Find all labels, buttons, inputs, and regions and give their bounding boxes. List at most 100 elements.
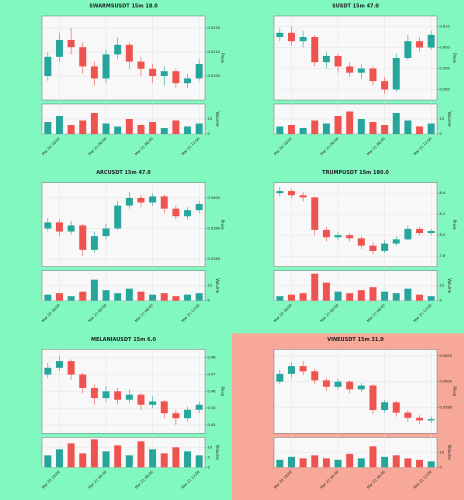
volume-axis-label: Volume	[447, 445, 452, 460]
candle-body	[79, 225, 87, 250]
volume-axis-label: Volume	[215, 445, 220, 460]
candle-body	[149, 196, 157, 203]
candle-body	[346, 381, 354, 390]
candle-body	[299, 195, 307, 198]
volume-bar	[392, 113, 400, 134]
y-axis-label: Price	[452, 220, 457, 230]
volume-bar	[287, 456, 295, 468]
y-axis-label: Price	[452, 386, 457, 396]
volume-bar	[404, 458, 412, 468]
candle-body	[137, 197, 145, 203]
candle-body	[102, 54, 110, 79]
candle-body	[125, 394, 133, 400]
v-tick-label: 10	[208, 117, 213, 121]
y-tick-label: 0.44	[208, 423, 217, 427]
y-axis-label: Price	[220, 386, 225, 396]
candle-body	[195, 64, 203, 79]
candle-body	[79, 374, 87, 388]
volume-bar	[149, 294, 157, 301]
volume-bar	[184, 294, 192, 301]
volume-bar	[299, 458, 307, 468]
v-tick-label: 0	[440, 299, 443, 303]
candle-body	[172, 208, 180, 217]
volume-bar	[357, 458, 365, 468]
candle-body	[276, 32, 284, 37]
candle-body	[137, 61, 145, 69]
candle-body	[322, 380, 330, 387]
candle-body	[90, 66, 98, 79]
y-tick-label: 0.610	[440, 25, 451, 29]
candle-body	[357, 68, 365, 73]
volume-bar	[276, 296, 284, 301]
price-plot	[273, 15, 438, 101]
candle-body	[416, 41, 424, 48]
chart-panel: SUSDT 15m 47.0 0.580 0.590 0.600 0.610 0 10 Pri…	[232, 0, 464, 167]
candle-body	[287, 366, 295, 374]
candle-body	[195, 404, 203, 410]
volume-bar	[44, 455, 52, 468]
candle-body	[334, 381, 342, 387]
candle-body	[404, 228, 412, 240]
chart-title: SUSDT 15m 47.0	[332, 4, 379, 10]
volume-bar	[334, 291, 342, 301]
candle-body	[114, 44, 122, 55]
volume-bar	[55, 293, 63, 301]
chart-panel: ARCUSDT 15m 47.0 0.0360 0.0380 0.0400 0 10 Pri…	[0, 166, 232, 334]
candle-body	[137, 394, 145, 405]
volume-bar	[311, 455, 319, 468]
candle-body	[334, 235, 342, 238]
volume-bar	[55, 116, 63, 134]
candle-body	[334, 55, 342, 67]
volume-bar	[334, 116, 342, 134]
v-tick-label: 0	[208, 465, 211, 469]
volume-axis-label: Volume	[447, 278, 452, 293]
v-tick-label: 5	[208, 455, 210, 459]
y-tick-label: 0.0600	[440, 380, 453, 384]
y-tick-label: 0.0400	[208, 196, 221, 200]
volume-plot	[41, 437, 206, 468]
volume-bar	[102, 123, 110, 134]
chart-title: MELANIAUSDT 15m 6.0	[91, 337, 156, 343]
price-plot	[273, 182, 438, 267]
candle-body	[416, 417, 424, 421]
candle-body	[346, 66, 354, 73]
candle-body	[55, 361, 63, 368]
candle-body	[67, 225, 75, 232]
volume-bar	[381, 125, 389, 134]
volume-bar	[114, 293, 122, 301]
v-tick-label: 10	[440, 450, 445, 454]
y-tick-label: 0.46	[208, 389, 217, 393]
candle-body	[184, 210, 192, 217]
volume-bar	[346, 111, 354, 134]
volume-bar	[357, 119, 365, 134]
candle-body	[427, 34, 435, 48]
candle-body	[357, 385, 365, 390]
volume-bar	[276, 126, 284, 134]
volume-bar	[137, 291, 145, 301]
y-tick-label: 0.0210	[208, 50, 221, 54]
volume-bar	[67, 125, 75, 134]
chart-title: VINEUSDT 15m 31.0	[327, 337, 384, 343]
volume-bar	[160, 293, 168, 301]
candle-body	[160, 401, 168, 414]
candle-body	[184, 78, 192, 84]
candle-body	[44, 56, 52, 76]
candle-body	[299, 37, 307, 42]
volume-axis-label: Volume	[215, 112, 220, 127]
volume-bar	[404, 288, 412, 301]
y-tick-label: 8.0	[440, 233, 446, 237]
candle-body	[276, 373, 284, 382]
volume-bar	[392, 293, 400, 301]
volume-bar	[79, 453, 87, 468]
volume-bar	[102, 290, 110, 301]
volume-bar	[369, 287, 377, 301]
candle-body	[276, 191, 284, 194]
y-tick-label: 7.8	[440, 254, 446, 258]
v-tick-label: 0	[440, 132, 443, 136]
candle-body	[90, 387, 98, 399]
volume-bar	[172, 120, 180, 134]
v-tick-label: 10	[440, 284, 445, 288]
candle-body	[125, 197, 133, 206]
candle-body	[44, 367, 52, 375]
